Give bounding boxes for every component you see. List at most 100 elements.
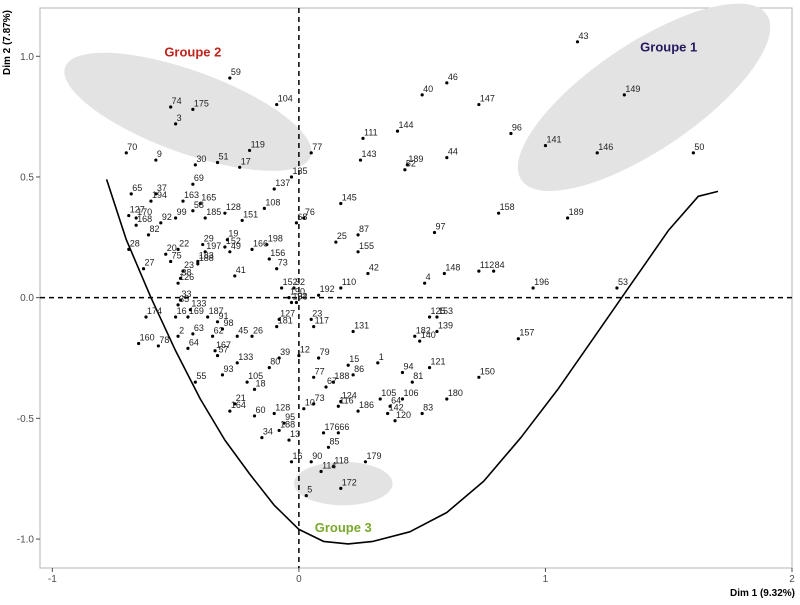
data-point-label: 135: [292, 166, 307, 176]
data-point-label: 125: [431, 306, 446, 316]
group-ellipse: [293, 461, 393, 506]
data-point-label: 19: [228, 229, 238, 239]
data-point: [193, 380, 197, 384]
data-point-label: 105: [248, 371, 263, 381]
data-point-label: 4: [426, 272, 431, 282]
data-point: [272, 411, 276, 416]
data-point-label: 163: [184, 190, 199, 200]
data-point-label: 104: [278, 94, 293, 104]
data-point: [356, 233, 360, 237]
data-point: [176, 247, 180, 251]
data-point: [331, 380, 336, 384]
data-point-label: 139: [438, 320, 453, 330]
group-ellipses: [64, 3, 771, 506]
data-point-label: 99: [177, 207, 187, 217]
group-label: Groupe 1: [640, 39, 697, 54]
data-point: [445, 156, 449, 160]
data-point: [331, 465, 336, 469]
data-point: [181, 269, 185, 273]
data-point-label: 152: [226, 236, 241, 246]
data-point-label: 16: [177, 306, 187, 316]
data-point-label: 63: [194, 323, 204, 333]
data-point: [215, 160, 220, 165]
data-point-label: 75: [172, 250, 182, 260]
data-point: [292, 286, 296, 290]
data-point: [272, 187, 276, 191]
data-point: [427, 315, 432, 319]
data-point-label: 23: [184, 260, 194, 270]
data-point-label: 2: [179, 325, 184, 335]
data-point-label: 172: [342, 477, 357, 487]
data-point-label: 10: [305, 398, 315, 408]
data-point-label: 86: [354, 364, 364, 374]
data-point: [492, 269, 496, 273]
data-point: [595, 151, 599, 155]
data-point-label: 62: [214, 325, 224, 335]
data-point-label: 110: [342, 277, 356, 287]
data-point-label: 192: [320, 284, 335, 294]
data-point: [312, 375, 316, 379]
data-point-label: 73: [278, 258, 288, 268]
data-point: [445, 81, 449, 85]
data-point: [289, 300, 294, 305]
data-point-label: 96: [512, 123, 522, 133]
data-point-label: 166: [253, 238, 268, 248]
data-point-label: 67: [327, 376, 337, 386]
data-point: [233, 274, 237, 278]
data-point-label: 78: [159, 335, 169, 345]
data-point: [134, 223, 138, 227]
data-point: [622, 93, 626, 97]
data-point: [250, 247, 254, 251]
data-point-label: 51: [219, 151, 229, 161]
data-point-label: 153: [438, 306, 453, 316]
data-point: [420, 93, 424, 97]
data-point: [516, 337, 520, 341]
data-point-label: 73: [315, 393, 325, 403]
plot-frame: [39, 7, 793, 569]
reference-lines: [40, 8, 792, 568]
data-point: [432, 230, 437, 235]
data-point: [260, 436, 264, 440]
data-point-label: 114: [322, 460, 336, 470]
data-point-label: 28: [130, 238, 140, 248]
data-point: [289, 460, 294, 464]
y-tick-label: 1.0: [20, 52, 34, 63]
data-point-label: 32: [295, 277, 305, 287]
data-point-label: 50: [694, 142, 704, 152]
data-point-label: 193: [292, 291, 307, 301]
data-point-label: 20: [167, 243, 177, 253]
y-tick-label: -1.0: [17, 535, 35, 546]
data-point: [144, 315, 148, 319]
data-point: [287, 296, 291, 300]
data-point: [496, 211, 501, 215]
data-point-label: 40: [423, 84, 433, 94]
data-point-label: 137: [275, 178, 290, 188]
data-point-label: 90: [312, 451, 322, 461]
data-point: [403, 168, 407, 172]
data-point: [297, 353, 301, 358]
data-point-label: 124: [342, 390, 357, 400]
data-point-label: 37: [157, 183, 167, 193]
data-point-label: 27: [145, 258, 155, 268]
data-point: [233, 402, 237, 406]
data-point-label: 42: [369, 263, 379, 273]
data-point-label: 59: [231, 67, 241, 77]
data-point-label: 185: [206, 207, 221, 217]
data-point: [181, 199, 185, 203]
data-point: [319, 469, 323, 474]
data-point-label: 106: [403, 388, 418, 398]
x-tick-label: 0: [296, 574, 302, 585]
data-point: [427, 366, 432, 370]
data-point: [282, 421, 286, 425]
data-point: [289, 175, 294, 179]
data-point-label: 79: [320, 347, 330, 357]
data-point-label: 169: [189, 306, 204, 316]
data-point: [509, 131, 513, 136]
data-point: [477, 269, 481, 273]
data-point: [154, 158, 158, 162]
data-point: [201, 242, 205, 247]
boundary-curve-line: [105, 179, 719, 545]
data-point-label: 5: [307, 485, 312, 495]
data-point: [445, 397, 449, 401]
data-point: [134, 216, 138, 220]
